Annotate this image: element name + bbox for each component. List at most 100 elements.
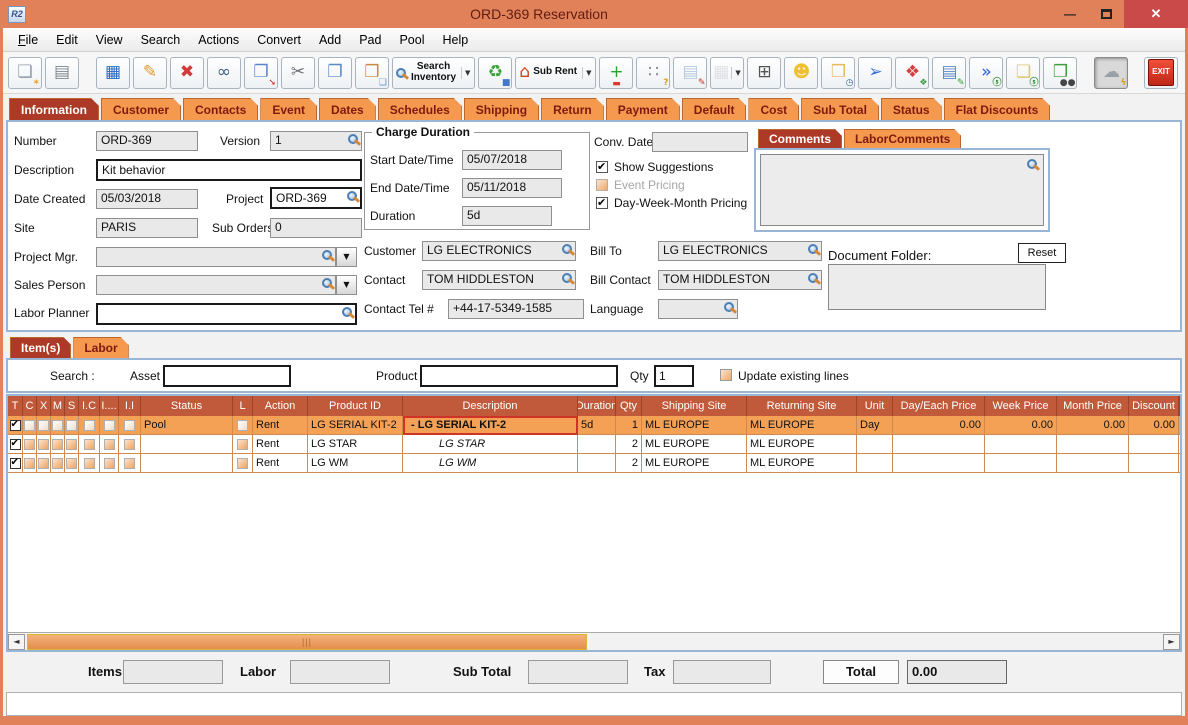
calendar-icon[interactable]: ▦ ▼ [710, 56, 745, 89]
items-tab[interactable]: Item(s) [10, 337, 71, 358]
main-tab[interactable]: Shipping [464, 98, 539, 120]
language-field[interactable] [658, 299, 738, 319]
unit-cell[interactable] [857, 454, 893, 473]
shipping-site-cell[interactable]: ML EUROPE [642, 416, 747, 435]
day-each-price-cell[interactable]: 0.00 [893, 416, 985, 435]
menu-item[interactable]: Search [140, 32, 181, 47]
contact-tel-field[interactable]: +44-17-5349-1585 [448, 299, 584, 319]
row-s-checkbox[interactable] [66, 438, 77, 450]
version-field[interactable]: 1 [270, 131, 362, 151]
document-folder-box[interactable] [828, 264, 1046, 310]
day-each-price-cell[interactable] [893, 435, 985, 454]
returning-site-cell[interactable]: ML EUROPE [747, 435, 857, 454]
main-tab[interactable]: Schedules [378, 98, 462, 120]
discount-cell[interactable] [1129, 454, 1179, 473]
chevron-down-icon[interactable]: ▼ [731, 66, 741, 79]
duration-field[interactable]: 5d [462, 206, 552, 226]
row-ic-checkbox[interactable] [83, 438, 95, 450]
print-icon[interactable]: ▤ [45, 56, 79, 89]
customer-field[interactable]: LG ELECTRONICS [422, 241, 576, 261]
copy-icon[interactable]: ❐ [318, 56, 352, 89]
delete-icon[interactable]: ✖ [170, 56, 204, 89]
shipping-site-cell[interactable]: ML EUROPE [642, 454, 747, 473]
row-l-checkbox[interactable] [237, 438, 248, 450]
scrollbar-thumb[interactable]: ||| [27, 633, 587, 650]
quick-action-lightning-icon[interactable]: ☁ ϟ [1094, 56, 1129, 89]
send-key-icon[interactable]: ➢ [858, 56, 893, 89]
lookup-icon[interactable] [1027, 159, 1037, 169]
lookup-icon[interactable] [562, 273, 572, 283]
discount-cell[interactable] [1129, 435, 1179, 454]
bill-contact-field[interactable]: TOM HIDDLESTON [658, 270, 822, 290]
row-x-checkbox[interactable] [38, 438, 49, 450]
row-x-checkbox[interactable] [38, 457, 49, 469]
row-m-checkbox[interactable] [52, 419, 63, 431]
horizontal-scrollbar[interactable]: ◄ ||| ► [8, 632, 1180, 650]
column-header[interactable]: Shipping Site [642, 396, 747, 416]
main-tab[interactable]: Flat Discounts [944, 98, 1051, 120]
find-binoculars-icon[interactable]: ∞ [207, 56, 241, 89]
notes-icon[interactable]: ▤ ✎ [673, 56, 708, 89]
duration-cell[interactable] [578, 435, 616, 454]
edit-pencil-icon[interactable]: ✎ [133, 56, 167, 89]
qty-cell[interactable]: 2 [616, 454, 642, 473]
day-each-price-cell[interactable] [893, 454, 985, 473]
row-l-checkbox[interactable] [237, 419, 248, 431]
lookup-icon[interactable] [348, 134, 358, 144]
qty-cell[interactable]: 1 [616, 416, 642, 435]
column-header[interactable]: L [233, 396, 253, 416]
week-price-cell[interactable] [985, 435, 1057, 454]
menu-item[interactable]: Help [442, 32, 469, 47]
paste-icon[interactable]: ❒ ❏ [355, 56, 389, 89]
site-field[interactable]: PARIS [96, 218, 198, 238]
chevron-down-icon[interactable]: ▼ [461, 66, 471, 79]
add-lines-icon[interactable]: + ▬ [599, 56, 634, 89]
returning-site-cell[interactable]: ML EUROPE [747, 454, 857, 473]
maximize-button[interactable] [1088, 0, 1124, 28]
column-header[interactable]: I.... [100, 396, 119, 416]
main-tab[interactable]: Return [541, 98, 604, 120]
sub-orders-field[interactable]: 0 [270, 218, 362, 238]
status-cell[interactable] [141, 454, 233, 473]
new-document-icon[interactable]: ❏ ✶ [8, 56, 42, 89]
lookup-icon[interactable] [808, 273, 818, 283]
column-header[interactable]: Duration [578, 396, 616, 416]
unit-cell[interactable] [857, 435, 893, 454]
main-tab[interactable]: Payment [606, 98, 680, 120]
row-ii-checkbox[interactable] [124, 419, 135, 431]
date-created-field[interactable]: 05/03/2018 [96, 189, 198, 209]
project-mgr-dropdown[interactable]: ▼ [336, 247, 357, 267]
status-cell[interactable]: Pool [141, 416, 233, 435]
column-header[interactable]: Unit [857, 396, 893, 416]
product-id-cell[interactable]: LG WM [308, 454, 403, 473]
close-button[interactable]: ✕ [1124, 0, 1188, 28]
month-price-cell[interactable]: 0.00 [1057, 416, 1129, 435]
row-m-checkbox[interactable] [52, 457, 63, 469]
save-icon[interactable]: ▦ [96, 56, 130, 89]
row-i-checkbox[interactable] [103, 438, 115, 450]
row-s-checkbox[interactable] [66, 457, 77, 469]
main-tab[interactable]: Sub Total [801, 98, 879, 120]
project-field[interactable]: ORD-369 [270, 187, 362, 209]
update-existing-lines-checkbox[interactable] [720, 369, 732, 381]
lookup-icon[interactable] [562, 244, 572, 254]
main-tab[interactable]: Customer [101, 98, 181, 120]
cubes-icon[interactable]: ❖ ❖ [895, 56, 930, 89]
action-cell[interactable]: Rent [253, 416, 308, 435]
column-header[interactable]: Status [141, 396, 233, 416]
convert-icon[interactable]: ♻ ■ [478, 56, 513, 89]
table-row[interactable]: Pool Rent LG SERIAL KIT-2 - LG SERIAL KI… [8, 416, 1180, 435]
main-tab[interactable]: Contacts [183, 98, 258, 120]
lookup-icon[interactable] [724, 302, 734, 312]
conv-date-field[interactable] [652, 132, 748, 152]
items-tab[interactable]: Labor [73, 337, 128, 358]
column-header[interactable]: T [8, 396, 23, 416]
sales-person-dropdown[interactable]: ▼ [336, 275, 357, 295]
lookup-icon[interactable] [322, 278, 332, 288]
column-header[interactable]: Month Price [1057, 396, 1129, 416]
lookup-icon[interactable] [347, 191, 357, 201]
returning-site-cell[interactable]: ML EUROPE [747, 416, 857, 435]
duration-cell[interactable]: 5d [578, 416, 616, 435]
cut-icon[interactable]: ✂ [281, 56, 315, 89]
row-c-checkbox[interactable] [24, 419, 35, 431]
